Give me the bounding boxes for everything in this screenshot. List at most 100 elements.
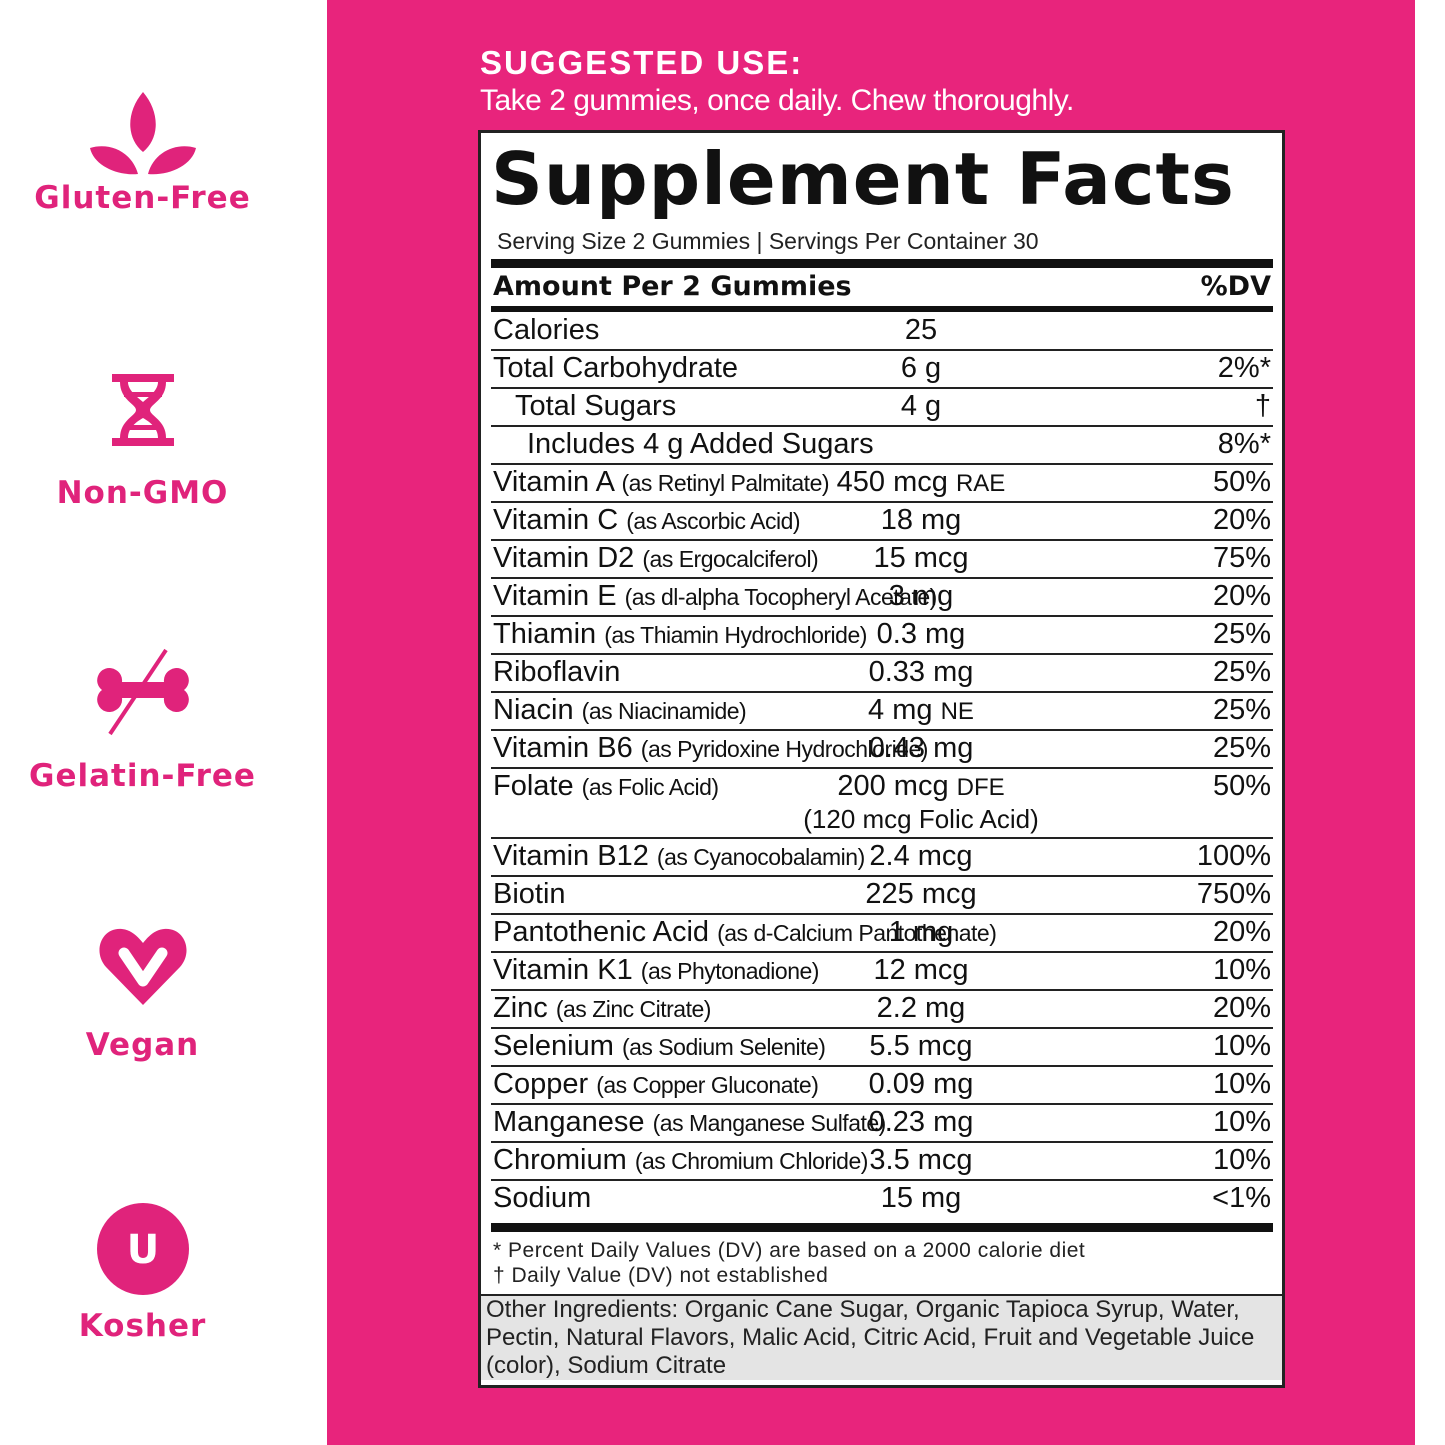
facts-panel: Supplement Facts Serving Size 2 Gummies … — [478, 130, 1285, 1388]
facts-row: Vitamin B6 (as Pyridoxine Hydrochloride)… — [491, 731, 1273, 769]
facts-row: Vitamin E (as dl-alpha Tocopheryl Acetat… — [491, 579, 1273, 617]
amount-value: 2.4 mcg — [869, 840, 973, 872]
amount-value: 3 mg — [888, 580, 954, 612]
amount-value: 5.5 mcg — [869, 1030, 973, 1062]
facts-row: Total Carbohydrate 6 g 2%* — [491, 351, 1273, 389]
amount: 200 mcg DFE — [771, 770, 1071, 803]
facts-row: Zinc (as Zinc Citrate) 2.2 mg 20% — [491, 991, 1273, 1029]
amount: 18 mg — [771, 504, 1071, 537]
nutrient-name: Selenium — [493, 1030, 614, 1062]
daily-value: 50% — [1212, 770, 1271, 802]
amount-value: 25 — [904, 314, 938, 346]
badge: Gluten-Free — [0, 90, 285, 216]
facts-row: Riboflavin 0.33 mg 25% — [491, 655, 1273, 693]
daily-value: 25% — [1212, 618, 1271, 650]
amount-note: (120 mcg Folic Acid) — [803, 804, 1039, 834]
amount-value: 2.2 mg — [876, 992, 966, 1024]
facts-row: Niacin (as Niacinamide) 4 mg NE 25% — [491, 693, 1273, 731]
nutrient-name: Riboflavin — [493, 656, 621, 688]
amount: 0.09 mg — [771, 1068, 1071, 1101]
nutrient-name: Vitamin K1 — [493, 954, 633, 986]
nutrient: Manganese (as Manganese Sulfate) — [493, 1106, 886, 1139]
rule — [491, 259, 1273, 268]
badge: U Kosher — [0, 1202, 285, 1344]
facts-row: Vitamin D2 (as Ergocalciferol) 15 mcg 75% — [491, 541, 1273, 579]
nutrient-source: (as Folic Acid) — [581, 774, 719, 800]
nutrient-source: (as Zinc Citrate) — [555, 996, 712, 1022]
daily-value: 10% — [1212, 1068, 1271, 1100]
heart-icon — [98, 928, 187, 1005]
nutrient-source: (as Cyanocobalamin) — [656, 844, 865, 870]
amount: 3 mg — [771, 580, 1071, 613]
nutrient-name: Vitamin A — [493, 466, 614, 498]
nutrient-source: (as Pyridoxine Hydrochloride) — [640, 736, 929, 762]
facts-row: Folate (as Folic Acid) 200 mcg DFE (120 mc… — [491, 769, 1273, 839]
nutrient: Vitamin K1 (as Phytonadione) — [493, 954, 819, 987]
daily-value: 2%* — [1217, 352, 1271, 384]
amount-value: 4 mg — [868, 694, 933, 726]
amount: 4 mg NE — [771, 694, 1071, 727]
amount: 225 mcg — [771, 878, 1071, 911]
amount-value: 0.23 mg — [868, 1106, 974, 1138]
daily-value: 20% — [1212, 992, 1271, 1024]
nutrient-source: (as Niacinamide) — [581, 698, 747, 724]
nutrient-name: Includes 4 g Added Sugars — [527, 428, 874, 460]
nutrient-name: Vitamin E — [493, 580, 617, 612]
nutrient-source: (as Retinyl Palmitate) — [621, 470, 830, 496]
facts-title: Supplement Facts — [491, 137, 1235, 221]
amount-value: 450 mcg — [836, 466, 948, 498]
nutrient: Pantothenic Acid (as d-Calcium Pantothen… — [493, 916, 997, 949]
rule — [491, 306, 1273, 312]
leaf-icon — [89, 92, 196, 175]
facts-row: Manganese (as Manganese Sulfate) 0.23 mg 1… — [491, 1105, 1273, 1143]
amount: 0.23 mg — [771, 1106, 1071, 1139]
nutrient-name: Manganese — [493, 1106, 645, 1138]
daily-value: 10% — [1212, 1144, 1271, 1176]
nutrient: Vitamin B12 (as Cyanocobalamin) — [493, 840, 865, 873]
amount: 0.43 mg — [771, 732, 1071, 765]
facts-row: Chromium (as Chromium Chloride) 3.5 mcg 10… — [491, 1143, 1273, 1181]
daily-value: 10% — [1212, 1030, 1271, 1062]
footnote: † Daily Value (DV) not established — [493, 1264, 829, 1287]
facts-row: Calories 25 — [491, 313, 1273, 351]
daily-value: 20% — [1212, 504, 1271, 536]
amount: 5.5 mcg — [771, 1030, 1071, 1063]
badge-label: Non-GMO — [56, 475, 229, 511]
facts-rows: Calories 25 Total Carbohydrate 6 g 2%* Total … — [491, 313, 1273, 1217]
daily-value: 25% — [1212, 656, 1271, 688]
amount: 6 g — [771, 352, 1071, 385]
nutrient: Copper (as Copper Gluconate) — [493, 1068, 819, 1101]
amount: 450 mcg RAE — [771, 466, 1071, 499]
badge-label: Gelatin-Free — [29, 758, 256, 794]
amount: 3.5 mcg — [771, 1144, 1071, 1177]
badge-label: Kosher — [78, 1308, 207, 1344]
facts-row: Biotin 225 mcg 750% — [491, 877, 1273, 915]
daily-value: 750% — [1196, 878, 1271, 910]
badge: Non-GMO — [0, 370, 285, 511]
nutrient: Zinc (as Zinc Citrate) — [493, 992, 711, 1025]
amount-value: 0.43 mg — [868, 732, 974, 764]
amount-value: 0.09 mg — [868, 1068, 974, 1100]
nutrient: Vitamin D2 (as Ergocalciferol) — [493, 542, 819, 575]
amount-unit: RAE — [955, 470, 1006, 497]
amount: 25 — [771, 314, 1071, 347]
rule — [491, 1223, 1273, 1232]
amount-value: 0.3 mg — [876, 618, 966, 650]
nutrient-name: Pantothenic Acid — [493, 916, 710, 948]
footnote: * Percent Daily Values (DV) are based on… — [493, 1239, 1086, 1262]
nutrient-name: Vitamin D2 — [493, 542, 635, 574]
header-dv: %DV — [1200, 271, 1271, 302]
nutrient: Niacin (as Niacinamide) — [493, 694, 747, 727]
nutrient: Folate (as Folic Acid) — [493, 770, 719, 803]
facts-row: Thiamin (as Thiamin Hydrochloride) 0.3 mg… — [491, 617, 1273, 655]
nutrient-name: Copper — [493, 1068, 589, 1100]
nutrient: Sodium — [493, 1182, 591, 1215]
nutrient-source: (as Copper Gluconate) — [596, 1072, 819, 1098]
header-amount: Amount Per 2 Gummies — [493, 271, 852, 302]
nutrient: Thiamin (as Thiamin Hydrochloride) — [493, 618, 867, 651]
facts-row: Pantothenic Acid (as d-Calcium Pantothen… — [491, 915, 1273, 953]
suggested-use-title: SUGGESTED USE: — [480, 44, 804, 81]
nutrient-name: Folate — [493, 770, 574, 802]
nutrient-source: (as Ascorbic Acid) — [626, 508, 801, 534]
